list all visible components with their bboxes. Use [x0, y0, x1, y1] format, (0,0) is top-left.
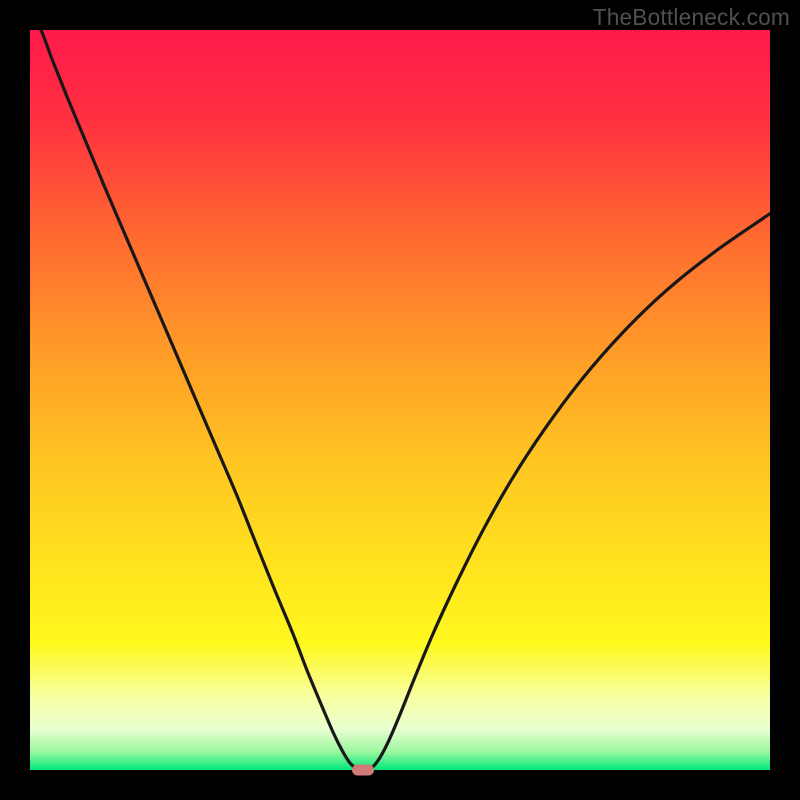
curve-layer [30, 30, 770, 770]
bottleneck-curve [30, 30, 770, 770]
minimum-marker [352, 765, 374, 776]
chart-canvas: TheBottleneck.com [0, 0, 800, 800]
watermark-text: TheBottleneck.com [593, 4, 790, 31]
plot-area [30, 30, 770, 770]
